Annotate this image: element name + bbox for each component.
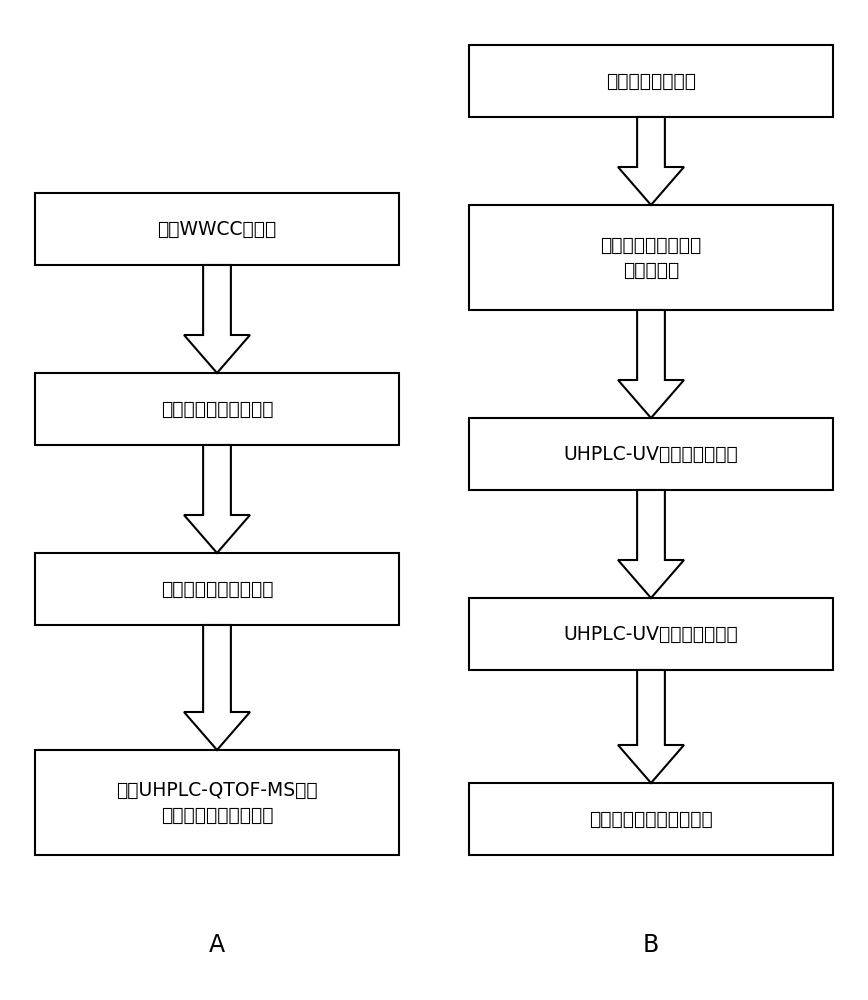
Text: 制备WWCC冻干粉: 制备WWCC冻干粉 [157,220,277,238]
Text: 血清样本的收集与处理: 血清样本的收集与处理 [161,580,273,598]
Text: B: B [643,933,659,957]
Polygon shape [618,310,684,418]
Bar [35,553,399,625]
Polygon shape [184,625,250,750]
Polygon shape [618,670,684,783]
Polygon shape [618,490,684,598]
Bar [469,418,833,490]
Text: UHPLC-UV分析方法的验证: UHPLC-UV分析方法的验证 [563,624,739,644]
Polygon shape [618,117,684,205]
Bar [469,598,833,670]
Text: 动物模型的构建与给药: 动物模型的构建与给药 [161,399,273,418]
Text: UHPLC-UV分析方法的建立: UHPLC-UV分析方法的建立 [563,444,739,464]
Text: 样品分析，建立指纹图谱: 样品分析，建立指纹图谱 [589,810,713,828]
Bar [35,750,399,855]
Polygon shape [184,265,250,373]
Text: A: A [209,933,225,957]
Bar [469,783,833,855]
Text: 基于UHPLC-QTOF-MS技术
进行血清成分定性分析: 基于UHPLC-QTOF-MS技术 进行血清成分定性分析 [116,780,318,824]
Text: 质量标志物的选定: 质量标志物的选定 [606,72,696,91]
Text: 质量标志物标准品的
全波长扫描: 质量标志物标准品的 全波长扫描 [601,236,701,280]
Polygon shape [184,445,250,553]
Bar [35,373,399,445]
Bar [469,205,833,310]
Bar [469,45,833,117]
Bar [35,193,399,265]
